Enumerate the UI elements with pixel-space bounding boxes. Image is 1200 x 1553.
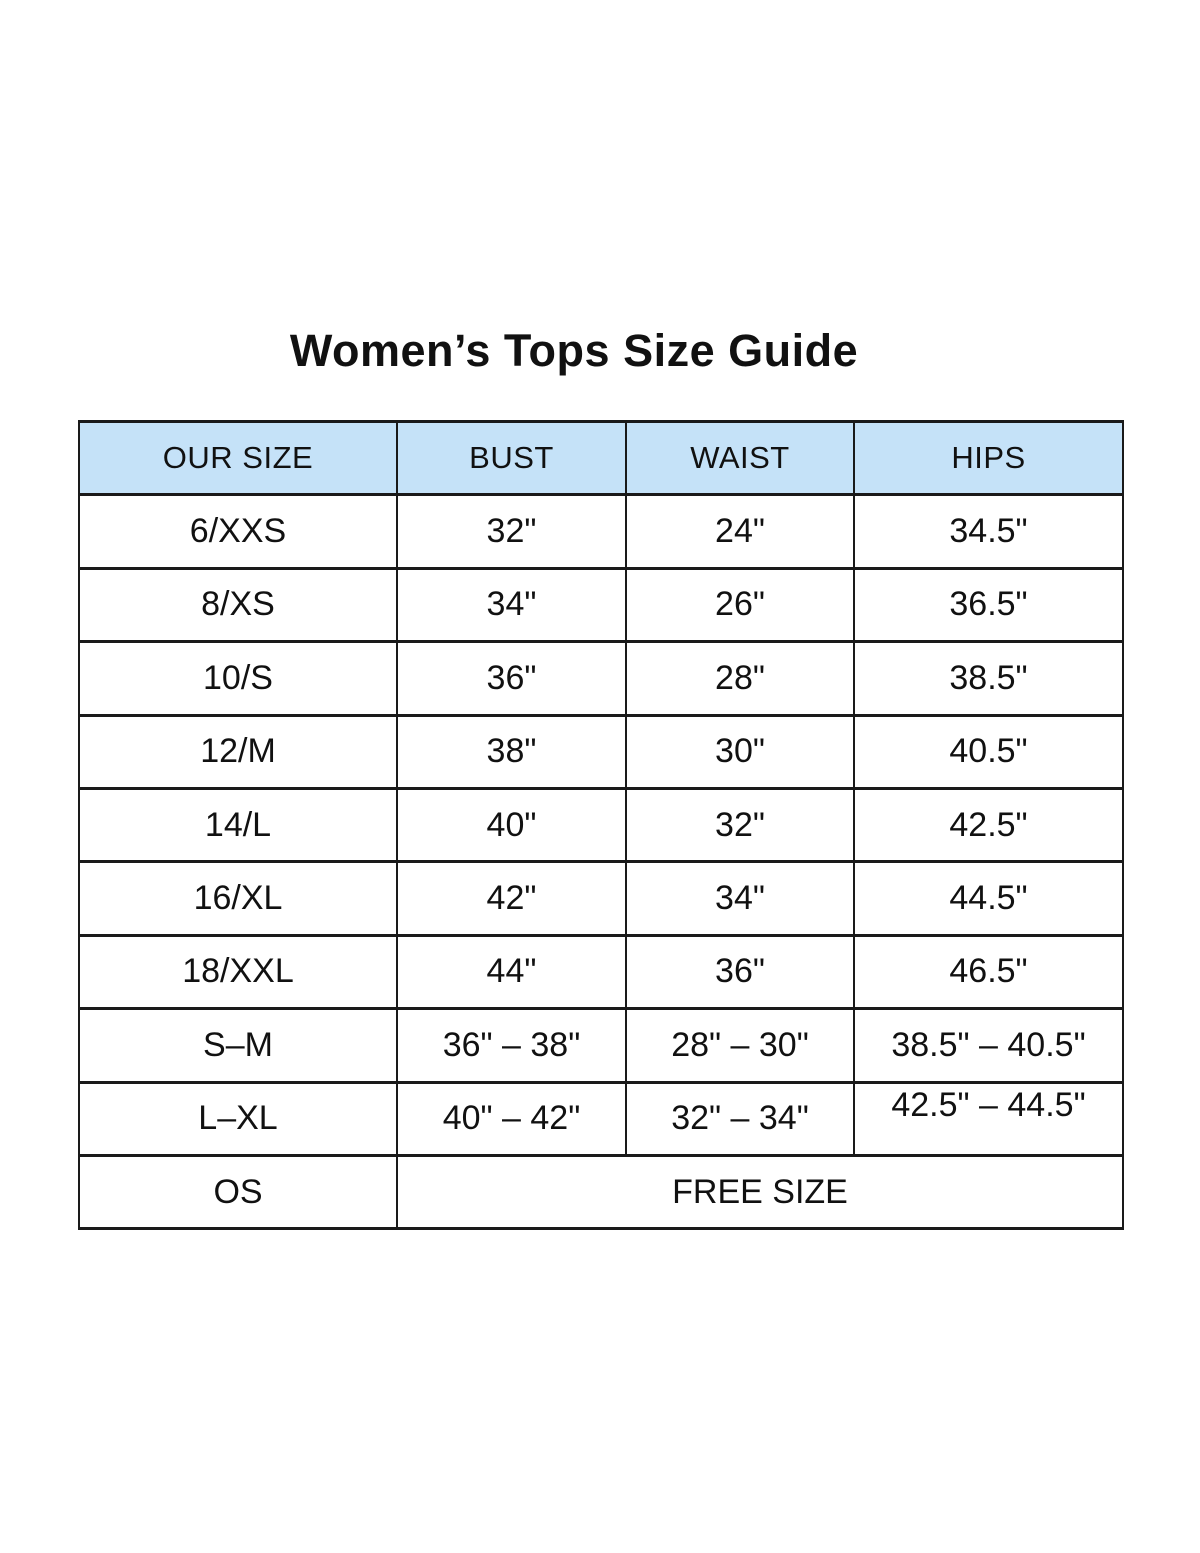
measurement-cell: 36" bbox=[625, 933, 855, 1011]
size-label-cell: 18/XXL bbox=[78, 933, 398, 1011]
size-table-body: 6/XXS 32" 24" 34.5" 8/XS 34" 26" 36.5" 10/S 36" 28… bbox=[78, 493, 1124, 1231]
size-label-cell: 16/XL bbox=[78, 860, 398, 937]
measurement-cell: 36" bbox=[396, 640, 627, 717]
measurement-cell: 46.5" bbox=[853, 933, 1124, 1011]
table-row: 10/S 36" 28" 38.5" bbox=[78, 640, 1124, 717]
measurement-cell: 44.5" bbox=[853, 860, 1124, 937]
measurement-cell: 36" – 38" bbox=[396, 1007, 627, 1084]
measurement-cell: 44" bbox=[396, 933, 627, 1011]
size-label-cell: 12/M bbox=[78, 713, 398, 790]
measurement-cell: 42" bbox=[396, 860, 627, 937]
measurement-cell: 32" – 34" bbox=[625, 1080, 855, 1157]
measurement-cell: 40" – 42" bbox=[396, 1080, 627, 1157]
size-label-cell: 8/XS bbox=[78, 566, 398, 644]
size-label-cell: 10/S bbox=[78, 640, 398, 717]
measurement-cell: 34.5" bbox=[853, 493, 1124, 570]
size-label-cell: 6/XXS bbox=[78, 493, 398, 570]
measurement-cell: 32" bbox=[625, 786, 855, 864]
measurement-cell: 34" bbox=[625, 860, 855, 937]
column-header-hips: HIPS bbox=[853, 419, 1124, 497]
measurement-cell: 42.5" bbox=[853, 786, 1124, 864]
table-row: OS FREE SIZE bbox=[78, 1153, 1124, 1231]
size-label-cell: OS bbox=[78, 1153, 398, 1231]
measurement-cell: 40" bbox=[396, 786, 627, 864]
table-row: 6/XXS 32" 24" 34.5" bbox=[78, 493, 1124, 570]
table-row: 16/XL 42" 34" 44.5" bbox=[78, 860, 1124, 937]
size-guide-table: OUR SIZE BUST WAIST HIPS 6/XXS 32" 24" 34.5… bbox=[78, 419, 1124, 1231]
measurement-cell: 40.5" bbox=[853, 713, 1124, 790]
size-label-cell: L–XL bbox=[78, 1080, 398, 1157]
table-row: 14/L 40" 32" 42.5" bbox=[78, 786, 1124, 864]
table-row: 18/XXL 44" 36" 46.5" bbox=[78, 933, 1124, 1011]
table-row: 12/M 38" 30" 40.5" bbox=[78, 713, 1124, 790]
measurement-cell: 28" bbox=[625, 640, 855, 717]
column-header-bust: BUST bbox=[396, 419, 627, 497]
measurement-cell: 42.5" – 44.5" bbox=[853, 1080, 1124, 1157]
header-row: OUR SIZE BUST WAIST HIPS bbox=[78, 419, 1124, 497]
size-label-cell: 14/L bbox=[78, 786, 398, 864]
page-title: Women’s Tops Size Guide bbox=[289, 325, 859, 376]
size-table-header: OUR SIZE BUST WAIST HIPS bbox=[78, 419, 1124, 497]
table-row: L–XL 40" – 42" 32" – 34" 42.5" – 44.5" bbox=[78, 1080, 1124, 1157]
measurement-cell: 34" bbox=[396, 566, 627, 644]
measurement-cell: 38" bbox=[396, 713, 627, 790]
measurement-cell: 38.5" bbox=[853, 640, 1124, 717]
measurement-cell: FREE SIZE bbox=[396, 1153, 1124, 1231]
table-row: 8/XS 34" 26" 36.5" bbox=[78, 566, 1124, 644]
measurement-cell: 28" – 30" bbox=[625, 1007, 855, 1084]
size-label-cell: S–M bbox=[78, 1007, 398, 1084]
measurement-cell: 36.5" bbox=[853, 566, 1124, 644]
measurement-cell: 30" bbox=[625, 713, 855, 790]
measurement-cell: 26" bbox=[625, 566, 855, 644]
measurement-cell: 32" bbox=[396, 493, 627, 570]
column-header-waist: WAIST bbox=[625, 419, 855, 497]
measurement-cell: 38.5" – 40.5" bbox=[853, 1007, 1124, 1084]
table-row: S–M 36" – 38" 28" – 30" 38.5" – 40.5" bbox=[78, 1007, 1124, 1084]
measurement-cell: 24" bbox=[625, 493, 855, 570]
column-header-our-size: OUR SIZE bbox=[78, 419, 398, 497]
